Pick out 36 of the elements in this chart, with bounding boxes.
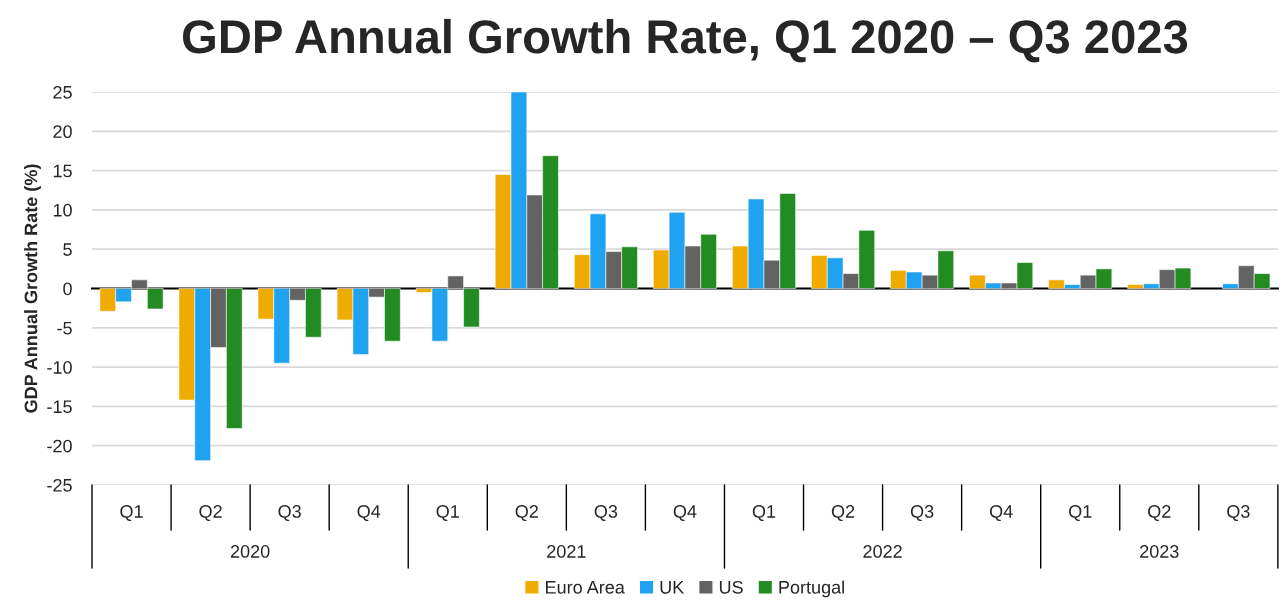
x-tick-label: Q3 xyxy=(278,505,301,522)
text: 2022 xyxy=(863,545,902,558)
y-tick-label: 20 xyxy=(53,125,72,139)
text: 2021 xyxy=(547,545,586,558)
chart-title: GDP Annual Growth Rate, Q1 2020 – Q3 2023 xyxy=(183,18,1188,63)
x-tick-label: Q1 xyxy=(752,505,776,522)
y-tick-label: 15 xyxy=(53,164,72,178)
x-tick-label: Q3 xyxy=(594,505,618,522)
y-tick-label: 10 xyxy=(53,203,72,217)
y-tick-label: -10 xyxy=(47,361,72,374)
legend-label: US xyxy=(719,580,743,594)
text: 2023 xyxy=(1140,545,1179,558)
x-tick-label: Q2 xyxy=(515,505,538,522)
y-tick-label: -15 xyxy=(47,400,72,414)
legend-label: UK xyxy=(660,581,685,594)
y-tick-label: 25 xyxy=(53,85,72,99)
legend-label: Euro Area xyxy=(546,581,625,594)
x-tick-label: Q1 xyxy=(436,505,459,522)
x-tick-label: Q4 xyxy=(673,505,697,522)
y-tick-label: -25 xyxy=(47,478,72,492)
x-tick-label: Q2 xyxy=(831,505,855,522)
y-axis-title: GDP Annual Growth Rate (%) xyxy=(24,164,41,413)
legend-label: Portugal xyxy=(779,580,844,598)
x-tick-label: Q3 xyxy=(1227,505,1250,522)
y-tick-label: -5 xyxy=(57,321,72,335)
x-tick-label: Q4 xyxy=(989,505,1013,522)
y-tick-label: 0 xyxy=(63,282,72,296)
y-tick-label: -20 xyxy=(47,439,72,453)
x-tick-label: Q2 xyxy=(1148,505,1171,522)
x-tick-label: Q3 xyxy=(910,505,934,522)
x-tick-label: Q4 xyxy=(357,505,381,522)
text: 2020 xyxy=(230,545,270,558)
x-tick-label: Q1 xyxy=(120,505,143,522)
x-tick-label: Q2 xyxy=(199,505,222,522)
x-tick-label: Q1 xyxy=(1069,505,1092,522)
y-tick-label: 5 xyxy=(63,243,72,256)
